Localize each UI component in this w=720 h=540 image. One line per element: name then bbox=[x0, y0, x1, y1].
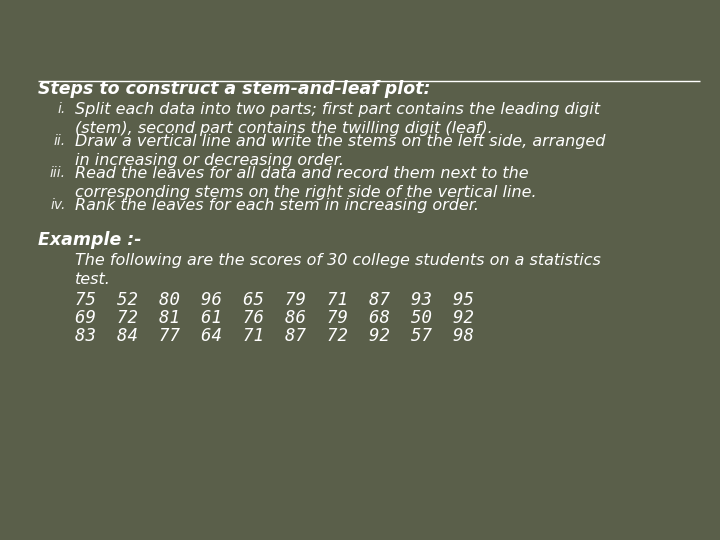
Text: Read the leaves for all data and record them next to the
corresponding stems on : Read the leaves for all data and record … bbox=[75, 166, 536, 200]
Text: ii.: ii. bbox=[54, 134, 66, 148]
Text: Steps to construct a stem-and-leaf plot:: Steps to construct a stem-and-leaf plot: bbox=[38, 80, 431, 98]
Text: Rank the leaves for each stem in increasing order.: Rank the leaves for each stem in increas… bbox=[75, 198, 479, 213]
Text: Split each data into two parts; first part contains the leading digit
(stem), se: Split each data into two parts; first pa… bbox=[75, 102, 600, 136]
Text: Example :-: Example :- bbox=[38, 231, 142, 249]
Text: Draw a vertical line and write the stems on the left side, arranged
in increasin: Draw a vertical line and write the stems… bbox=[75, 134, 606, 168]
Text: iii.: iii. bbox=[50, 166, 66, 180]
Text: 69  72  81  61  76  86  79  68  50  92: 69 72 81 61 76 86 79 68 50 92 bbox=[75, 309, 474, 327]
Text: iv.: iv. bbox=[50, 198, 66, 212]
Text: i.: i. bbox=[58, 102, 66, 116]
Text: 83  84  77  64  71  87  72  92  57  98: 83 84 77 64 71 87 72 92 57 98 bbox=[75, 327, 474, 345]
Text: The following are the scores of 30 college students on a statistics
test.: The following are the scores of 30 colle… bbox=[75, 253, 601, 287]
Text: 75  52  80  96  65  79  71  87  93  95: 75 52 80 96 65 79 71 87 93 95 bbox=[75, 291, 474, 309]
